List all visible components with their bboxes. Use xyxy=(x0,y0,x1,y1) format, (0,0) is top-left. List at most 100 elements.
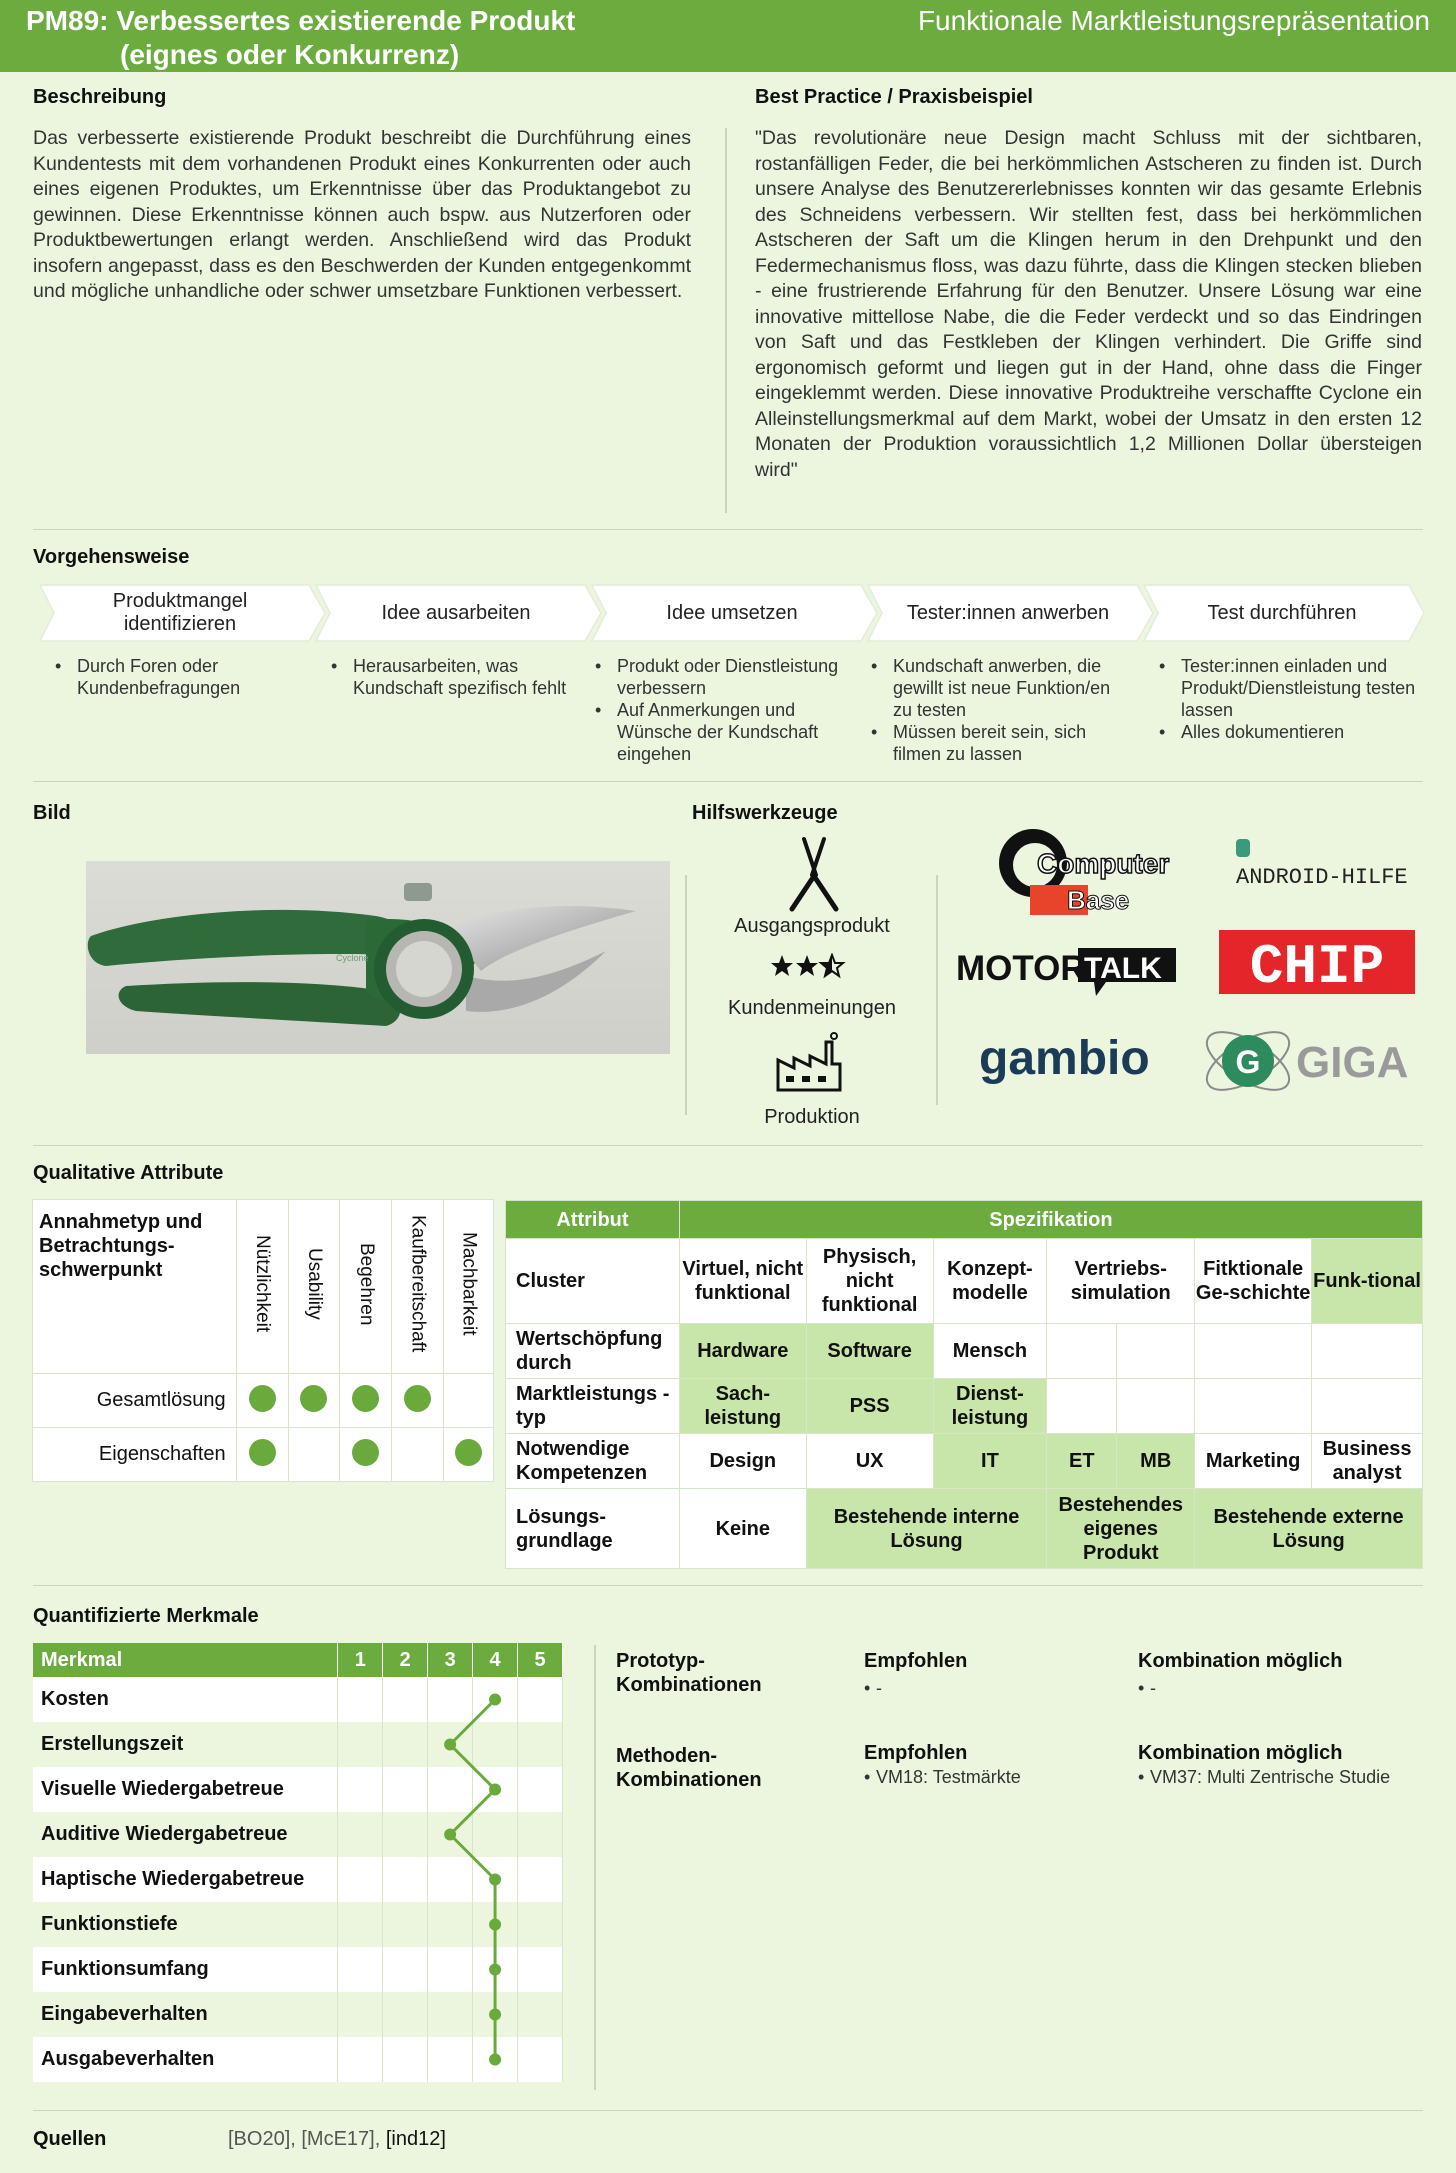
step-2-title: Idee ausarbeiten xyxy=(381,601,531,624)
merkmal-label: Haptische Wiedergabetreue xyxy=(33,1857,339,1902)
scale-4: 4 xyxy=(472,1643,519,1677)
spezifikation-header: Spezifikation xyxy=(678,1200,1424,1239)
cell: IT xyxy=(932,1433,1048,1489)
cell: Marketing xyxy=(1194,1433,1313,1489)
dot-marker xyxy=(300,1384,328,1412)
prototyp-empfohlen-list: - xyxy=(856,1677,882,1699)
table-row: Ausgabeverhalten xyxy=(33,2037,563,2082)
dot-marker xyxy=(248,1384,276,1412)
computerbase-logo: Computer Base xyxy=(999,829,1170,916)
list-item: Herausarbeiten, was Kundschaft spezifisc… xyxy=(323,655,583,699)
merkmal-label: Eingabeverhalten xyxy=(33,1992,339,2037)
merkmal-label: Visuelle Wiedergabetreue xyxy=(33,1767,339,1812)
factory-icon xyxy=(776,1032,842,1092)
profile-point xyxy=(489,1783,502,1796)
methoden-moeglich-list: VM37: Multi Zentrische Studie xyxy=(1130,1766,1390,1788)
tools-divider-right xyxy=(936,875,938,1105)
methoden-empfohlen-list: VM18: Testmärkte xyxy=(856,1766,1021,1788)
android-hilfe-logo: ANDROID-HILFE xyxy=(1236,839,1408,890)
column-divider xyxy=(725,128,727,513)
list-item: Produkt oder Dienstleistung verbessern xyxy=(587,655,862,699)
computerbase-logo-text: Computer xyxy=(1037,848,1169,879)
divider xyxy=(33,1145,1423,1146)
motor-talk-logo: MOTOR TALK xyxy=(956,948,1176,996)
table-row: Marktleistungs -typ Sach-leistung PSS Di… xyxy=(505,1378,1423,1434)
tools-divider-left xyxy=(685,875,687,1115)
cell: Bestehende interne Lösung xyxy=(805,1488,1048,1569)
page-subtitle: (eignes oder Konkurrenz) xyxy=(120,39,460,70)
cell: Sach-leistung xyxy=(678,1378,807,1434)
dot-marker xyxy=(248,1438,276,1466)
pruning-shears-icon xyxy=(789,837,839,912)
prototyp-kombinationen-label: Prototyp-Kombinationen xyxy=(616,1650,762,1696)
row-label: Cluster xyxy=(505,1238,680,1324)
quellen-refs: [BO20], [McE17], xyxy=(228,2128,386,2150)
list-item: Tester:innen einladen und Produkt/Dienst… xyxy=(1151,655,1431,721)
chevron-step-1 xyxy=(40,584,326,642)
corner-label: Annahmetyp und Betrachtungs-schwerpunkt xyxy=(32,1199,237,1374)
prototyp-moeglich-heading: Kombination möglich xyxy=(1138,1650,1343,1672)
best-practice-text: "Das revolutionäre neue Design macht Sch… xyxy=(755,127,1422,481)
row-label: Notwendige Kompetenzen xyxy=(505,1433,680,1489)
qualitative-table: Annahmetyp und Betrachtungs-schwerpunkt … xyxy=(32,1199,494,1482)
profile-point xyxy=(444,1738,457,1751)
beschreibung-text: Das verbesserte existierende Produkt bes… xyxy=(33,127,691,302)
cell: Design xyxy=(678,1433,807,1489)
profile-point xyxy=(489,1963,502,1976)
methoden-empfohlen-heading: Empfohlen xyxy=(864,1742,968,1764)
best-practice-heading: Best Practice / Praxisbeispiel xyxy=(755,86,1033,108)
cell: Business analyst xyxy=(1311,1433,1423,1489)
divider xyxy=(33,781,1423,782)
merkmal-label: Funktionstiefe xyxy=(33,1902,339,1947)
prototyp-moeglich-list: - xyxy=(1130,1677,1156,1699)
divider xyxy=(33,1585,1423,1586)
table-row: Wertschöpfung durch Hardware Software Me… xyxy=(505,1323,1423,1379)
profile-point xyxy=(489,2053,502,2066)
cell: PSS xyxy=(805,1378,934,1434)
quant-profile-line xyxy=(444,1693,502,2066)
merkmal-header: Merkmal xyxy=(33,1643,339,1677)
row-label: Wertschöpfung durch xyxy=(505,1323,680,1379)
category-label: Funktionale Marktleistungsrepräsentation xyxy=(917,5,1430,36)
methoden-kombinationen-label: Methoden-Kombinationen xyxy=(616,1745,762,1791)
cell: UX xyxy=(805,1433,934,1489)
list-item: Kundschaft anwerben, die gewillt ist neu… xyxy=(863,655,1133,721)
scale-3: 3 xyxy=(427,1643,474,1677)
table-row: Funktionsumfang xyxy=(33,1947,563,1992)
attribute-table: Attribut Spezifikation Cluster Virtuel, … xyxy=(505,1200,1424,1569)
chip-logo-text: CHIP xyxy=(1250,935,1384,998)
divider xyxy=(33,529,1423,530)
gambio-logo-text: gambio xyxy=(979,1032,1150,1085)
merkmal-label: Erstellungszeit xyxy=(33,1722,339,1767)
chevron-step-2 xyxy=(314,584,602,642)
computerbase-logo-text: Base xyxy=(1067,885,1129,915)
list-item: Durch Foren oder Kundenbefragungen xyxy=(47,655,297,699)
tool-label-ausgangsprodukt: Ausgangsprodukt xyxy=(734,915,890,937)
col-header: Kaufbereitschaft xyxy=(407,1215,429,1353)
cell: Dienst-leistung xyxy=(932,1378,1048,1434)
header-bar: PM89: Verbessertes existierende Produkt … xyxy=(0,0,1456,72)
beschreibung-heading: Beschreibung xyxy=(33,86,167,108)
attribut-header: Attribut xyxy=(505,1200,680,1239)
quant-table-wrap: Merkmal 1 2 3 4 5 Kosten Erstellungszeit… xyxy=(33,1643,563,2082)
cell: Software xyxy=(805,1323,934,1379)
list-item: - xyxy=(856,1677,882,1699)
list-item: VM18: Testmärkte xyxy=(856,1766,1021,1788)
scale-2: 2 xyxy=(382,1643,429,1677)
profile-point xyxy=(444,1828,457,1841)
cell: Keine xyxy=(678,1488,807,1569)
table-row: Gesamtlösung xyxy=(32,1373,494,1428)
profile-point xyxy=(489,1873,502,1886)
col-header: Usability xyxy=(303,1248,325,1320)
cell: Vertriebs-simulation xyxy=(1046,1238,1196,1324)
cell: Funk-tional xyxy=(1311,1238,1423,1324)
cell: ET xyxy=(1046,1433,1118,1489)
chevron-step-3 xyxy=(590,584,878,642)
stars-rating-icon xyxy=(771,953,846,979)
chip-logo: CHIP xyxy=(1219,930,1415,998)
dot-marker xyxy=(352,1438,380,1466)
list-item: VM37: Multi Zentrische Studie xyxy=(1130,1766,1390,1788)
giga-logo-text: GIGA xyxy=(1296,1038,1408,1087)
profile-line xyxy=(448,1698,498,2060)
